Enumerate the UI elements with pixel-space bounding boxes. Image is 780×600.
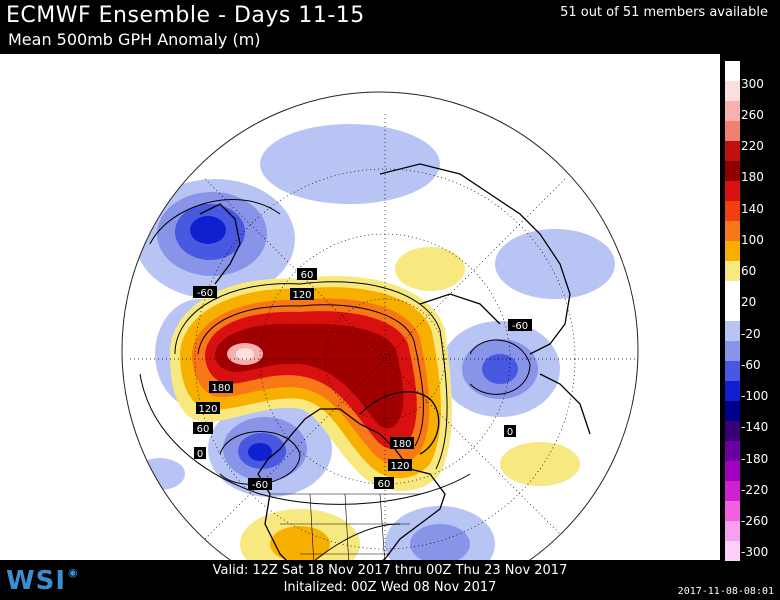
contour-label-12: 120 <box>388 459 412 472</box>
logo-mark-icon: ◉ <box>68 566 78 579</box>
chart-title: ECMWF Ensemble - Days 11-15 <box>6 3 365 28</box>
legend-swatch <box>725 501 740 521</box>
legend-label: -100 <box>741 389 769 404</box>
legend-label: 220 <box>741 139 764 154</box>
generated-timestamp: 2017-11-08-08:01 <box>677 586 774 597</box>
contour-label-7: 0 <box>194 447 206 460</box>
legend-colorbar <box>724 60 741 562</box>
legend-swatch <box>725 381 740 401</box>
legend-label: -180 <box>741 451 769 466</box>
legend-swatch <box>725 341 740 361</box>
legend-label: -20 <box>741 326 761 341</box>
legend-swatch <box>725 481 740 501</box>
contour-label-3: -60 <box>193 286 217 299</box>
legend-label: 60 <box>741 264 757 279</box>
svg-text:120: 120 <box>292 290 311 301</box>
legend-swatch <box>725 441 740 461</box>
legend-swatch <box>725 301 740 321</box>
legend-swatch <box>725 321 740 341</box>
legend-swatch <box>725 141 740 161</box>
contour-label-13: 60 <box>374 477 394 490</box>
svg-text:-60: -60 <box>197 288 213 299</box>
svg-text:0: 0 <box>507 427 513 438</box>
contour-label-4: 180 <box>209 381 233 394</box>
legend-swatch <box>725 241 740 261</box>
svg-text:60: 60 <box>378 479 391 490</box>
legend-label: 100 <box>741 232 764 247</box>
legend-label: 260 <box>741 107 764 122</box>
legend-swatch <box>725 261 740 281</box>
legend-swatch <box>725 61 740 81</box>
anomaly-map: 60 120 -60 180 120 60 0 -60 -60 0 180 12… <box>0 54 720 560</box>
legend-swatch <box>725 161 740 181</box>
contour-label-11: 180 <box>390 437 414 450</box>
contour-label-5: 120 <box>196 402 220 415</box>
legend-label: 20 <box>741 295 757 310</box>
legend-swatch <box>725 361 740 381</box>
contour-label-6: 60 <box>193 422 213 435</box>
initialized-time: Initalized: 00Z Wed 08 Nov 2017 <box>283 580 497 595</box>
legend-swatch <box>725 541 740 561</box>
legend-swatch <box>725 81 740 101</box>
legend-swatch <box>725 401 740 421</box>
wsi-logo: WSI <box>6 566 67 596</box>
chart-subtitle: Mean 500mb GPH Anomaly (m) <box>8 30 261 49</box>
coastlines <box>199 163 591 560</box>
legend-swatch <box>725 461 740 481</box>
legend-label: -140 <box>741 420 769 435</box>
legend-swatch <box>725 121 740 141</box>
svg-text:120: 120 <box>390 461 409 472</box>
svg-text:60: 60 <box>301 270 314 281</box>
legend-swatch <box>725 221 740 241</box>
legend-label: 180 <box>741 170 764 185</box>
svg-text:0: 0 <box>197 449 203 460</box>
color-legend: 300 260 220 180 140 100 60 20 -20 -60 -100 -140 -180… <box>722 60 770 562</box>
svg-text:180: 180 <box>392 439 411 450</box>
legend-label: -60 <box>741 357 761 372</box>
state-borders <box>270 493 420 560</box>
contour-label-9: -60 <box>508 319 532 332</box>
legend-swatch <box>725 421 740 441</box>
legend-swatch <box>725 101 740 121</box>
svg-text:-60: -60 <box>252 480 268 491</box>
globe-outline <box>121 91 639 560</box>
svg-text:120: 120 <box>198 404 217 415</box>
legend-swatch <box>725 281 740 301</box>
legend-label: 140 <box>741 201 764 216</box>
svg-text:-60: -60 <box>512 321 528 332</box>
svg-text:60: 60 <box>197 424 210 435</box>
valid-period: Valid: 12Z Sat 18 Nov 2017 thru 00Z Thu … <box>212 563 568 578</box>
legend-label: -260 <box>741 514 769 529</box>
legend-label: 300 <box>741 76 764 91</box>
svg-text:180: 180 <box>211 383 230 394</box>
map-svg: 60 120 -60 180 120 60 0 -60 -60 0 180 12… <box>0 54 720 560</box>
legend-label: -300 <box>741 545 769 560</box>
contour-labels: 60 120 -60 180 120 60 0 -60 -60 0 180 12… <box>193 268 532 491</box>
legend-swatch <box>725 201 740 221</box>
members-available-text: 51 out of 51 members available <box>560 5 768 20</box>
contour-label-1: 60 <box>297 268 317 281</box>
contour-label-2: 120 <box>290 288 314 301</box>
contour-label-10: 0 <box>504 425 516 438</box>
legend-label: -220 <box>741 482 769 497</box>
legend-swatch <box>725 181 740 201</box>
contour-label-8: -60 <box>248 478 272 491</box>
legend-swatch <box>725 521 740 541</box>
